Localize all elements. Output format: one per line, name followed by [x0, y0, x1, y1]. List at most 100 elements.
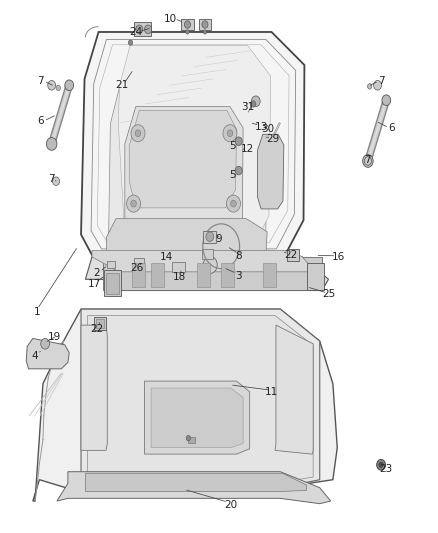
Circle shape — [374, 80, 381, 90]
Text: 25: 25 — [322, 289, 335, 299]
Polygon shape — [129, 110, 237, 208]
Circle shape — [136, 25, 143, 34]
Text: 24: 24 — [129, 27, 142, 37]
Circle shape — [367, 84, 372, 89]
Circle shape — [235, 137, 242, 146]
Text: 8: 8 — [235, 251, 242, 261]
Text: 22: 22 — [284, 250, 297, 260]
Polygon shape — [85, 473, 307, 491]
Text: 17: 17 — [88, 279, 101, 288]
Circle shape — [131, 125, 145, 142]
Polygon shape — [26, 338, 69, 369]
Text: 7: 7 — [48, 174, 55, 183]
Bar — [263, 263, 276, 287]
Text: 21: 21 — [115, 80, 128, 90]
Polygon shape — [106, 219, 267, 269]
Text: 29: 29 — [266, 134, 279, 143]
Text: 7: 7 — [37, 76, 44, 86]
Bar — [181, 19, 194, 30]
Circle shape — [65, 80, 74, 91]
Circle shape — [48, 80, 56, 90]
Text: 26: 26 — [130, 263, 143, 272]
Circle shape — [382, 95, 391, 106]
Polygon shape — [145, 381, 250, 454]
Bar — [287, 249, 299, 261]
Circle shape — [227, 130, 233, 136]
Text: 9: 9 — [215, 234, 223, 244]
Circle shape — [41, 338, 49, 349]
Bar — [151, 263, 164, 287]
Bar — [94, 317, 106, 330]
Bar — [104, 270, 121, 296]
Text: 13: 13 — [254, 122, 268, 132]
Bar — [203, 231, 216, 243]
Text: 31: 31 — [241, 102, 254, 111]
Circle shape — [186, 435, 191, 441]
Bar — [199, 19, 211, 30]
Bar — [197, 263, 210, 287]
Text: 1: 1 — [34, 307, 41, 317]
Text: 5: 5 — [229, 141, 236, 151]
Polygon shape — [81, 32, 304, 257]
Polygon shape — [118, 45, 271, 245]
Circle shape — [56, 85, 60, 91]
Circle shape — [53, 177, 60, 185]
Circle shape — [145, 25, 152, 34]
Bar — [107, 261, 115, 268]
Bar — [134, 22, 151, 36]
Text: 5: 5 — [229, 170, 236, 180]
Circle shape — [128, 40, 133, 45]
Circle shape — [135, 130, 141, 136]
Text: 20: 20 — [224, 500, 237, 510]
Polygon shape — [33, 309, 337, 501]
Bar — [172, 262, 185, 272]
Text: 19: 19 — [48, 333, 61, 342]
Circle shape — [203, 256, 217, 273]
Circle shape — [46, 138, 57, 150]
Text: 16: 16 — [332, 252, 345, 262]
Circle shape — [203, 30, 207, 34]
Text: 18: 18 — [173, 272, 186, 281]
Text: 6: 6 — [388, 123, 395, 133]
Text: 4: 4 — [32, 351, 39, 361]
Text: 22: 22 — [91, 324, 104, 334]
Circle shape — [131, 200, 136, 207]
Polygon shape — [57, 472, 331, 504]
Text: 11: 11 — [265, 387, 278, 397]
Circle shape — [251, 96, 260, 107]
Circle shape — [235, 166, 242, 175]
Polygon shape — [109, 87, 267, 256]
Polygon shape — [151, 388, 243, 448]
Circle shape — [377, 459, 385, 470]
Circle shape — [127, 195, 141, 212]
Polygon shape — [103, 257, 322, 290]
Bar — [307, 263, 324, 290]
Text: 14: 14 — [160, 252, 173, 262]
Text: 12: 12 — [241, 144, 254, 154]
Polygon shape — [85, 257, 328, 290]
Text: 7: 7 — [364, 155, 371, 165]
Text: 3: 3 — [235, 271, 242, 280]
Circle shape — [379, 462, 383, 467]
Polygon shape — [81, 325, 107, 450]
Polygon shape — [88, 316, 313, 483]
Polygon shape — [81, 309, 320, 488]
Circle shape — [363, 155, 373, 167]
Circle shape — [186, 30, 189, 34]
Circle shape — [364, 157, 371, 165]
Bar — [96, 319, 104, 328]
Bar — [132, 263, 145, 287]
Text: 23: 23 — [379, 464, 392, 474]
Polygon shape — [125, 107, 243, 256]
Polygon shape — [92, 251, 315, 272]
Circle shape — [202, 21, 208, 28]
Text: 7: 7 — [378, 76, 385, 86]
Circle shape — [223, 125, 237, 142]
Polygon shape — [258, 134, 284, 209]
Circle shape — [184, 21, 191, 28]
Bar — [202, 249, 213, 259]
Text: 30: 30 — [261, 124, 275, 134]
Circle shape — [251, 101, 256, 107]
Bar — [188, 437, 195, 443]
Circle shape — [231, 200, 236, 207]
